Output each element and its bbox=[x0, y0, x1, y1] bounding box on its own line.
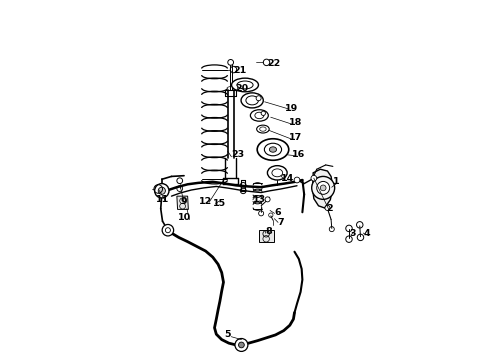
Circle shape bbox=[294, 177, 300, 183]
Circle shape bbox=[239, 342, 245, 348]
Ellipse shape bbox=[237, 81, 253, 89]
Text: 20: 20 bbox=[235, 84, 248, 93]
Text: 10: 10 bbox=[177, 213, 191, 222]
Ellipse shape bbox=[232, 78, 258, 92]
Text: 9: 9 bbox=[181, 197, 187, 206]
Text: 3: 3 bbox=[349, 229, 356, 238]
Text: 19: 19 bbox=[285, 104, 298, 113]
Ellipse shape bbox=[272, 169, 283, 177]
Circle shape bbox=[256, 96, 261, 101]
Text: 5: 5 bbox=[224, 330, 230, 339]
Text: 6: 6 bbox=[274, 208, 281, 217]
Text: 23: 23 bbox=[231, 150, 245, 159]
Ellipse shape bbox=[257, 139, 289, 160]
Text: 1: 1 bbox=[333, 177, 340, 186]
Ellipse shape bbox=[270, 147, 276, 152]
Text: 2: 2 bbox=[326, 204, 333, 213]
Ellipse shape bbox=[260, 127, 266, 131]
Ellipse shape bbox=[250, 110, 269, 121]
Polygon shape bbox=[177, 196, 188, 210]
Circle shape bbox=[261, 111, 266, 116]
Circle shape bbox=[311, 175, 317, 181]
Circle shape bbox=[158, 187, 166, 194]
Circle shape bbox=[228, 59, 234, 65]
Text: 13: 13 bbox=[253, 195, 266, 204]
Circle shape bbox=[162, 225, 173, 236]
Text: 11: 11 bbox=[156, 195, 169, 204]
Ellipse shape bbox=[255, 112, 264, 119]
Text: 22: 22 bbox=[267, 59, 280, 68]
Text: 8: 8 bbox=[265, 228, 271, 237]
Text: 14: 14 bbox=[281, 174, 294, 183]
Polygon shape bbox=[313, 169, 333, 208]
Circle shape bbox=[235, 338, 248, 351]
Circle shape bbox=[325, 206, 330, 211]
Text: 12: 12 bbox=[199, 197, 212, 206]
Ellipse shape bbox=[246, 96, 258, 105]
Ellipse shape bbox=[265, 143, 282, 156]
Circle shape bbox=[317, 181, 330, 194]
Text: 4: 4 bbox=[364, 229, 370, 238]
Ellipse shape bbox=[241, 93, 263, 108]
Text: 7: 7 bbox=[277, 218, 284, 227]
Circle shape bbox=[155, 184, 169, 198]
Polygon shape bbox=[259, 230, 274, 242]
Ellipse shape bbox=[257, 125, 269, 133]
Circle shape bbox=[320, 185, 326, 191]
Ellipse shape bbox=[268, 166, 287, 180]
Text: 21: 21 bbox=[233, 66, 246, 75]
Text: 15: 15 bbox=[213, 199, 226, 208]
Text: 16: 16 bbox=[292, 150, 305, 159]
Text: 18: 18 bbox=[289, 118, 302, 127]
Text: 17: 17 bbox=[289, 133, 302, 142]
Circle shape bbox=[265, 197, 270, 202]
Circle shape bbox=[312, 176, 335, 199]
